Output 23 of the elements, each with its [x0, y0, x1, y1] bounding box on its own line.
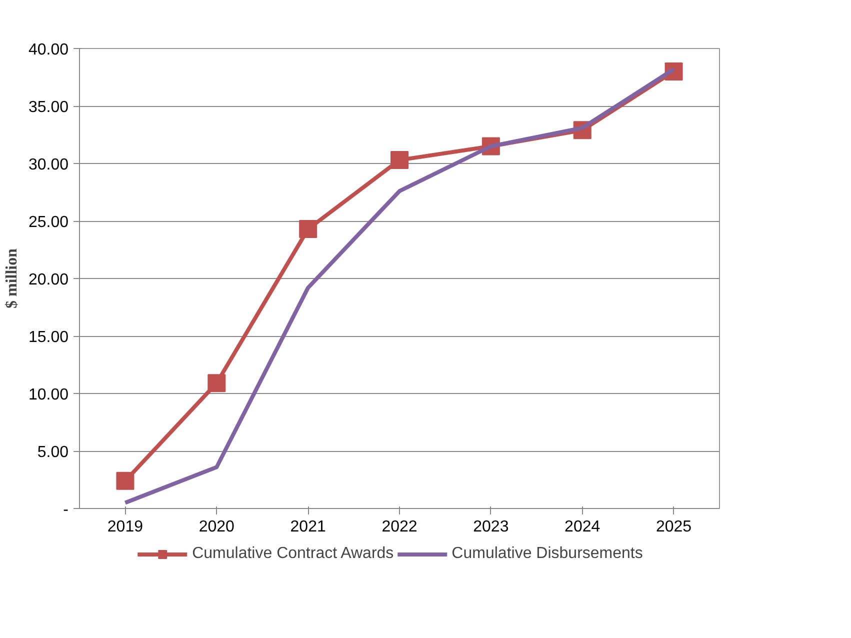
x-tick-label: 2021: [290, 518, 326, 536]
x-tick-label: 2024: [564, 518, 600, 536]
y-tick-label: 40.00: [28, 42, 69, 58]
y-tick-label: 20.00: [28, 272, 69, 288]
point: [390, 151, 408, 170]
y-axis-title: $ million: [3, 248, 20, 309]
point: [208, 374, 226, 392]
x-tick-label: 2025: [656, 518, 692, 536]
legend-label: Cumulative Disbursements: [452, 545, 643, 563]
x-tick-label: 2023: [473, 518, 509, 536]
y-tick-label: 15.00: [28, 329, 69, 346]
x-tick-label: 2022: [382, 518, 418, 536]
legend-label: Cumulative Contract Awards: [192, 545, 394, 563]
y-tick-label: -: [63, 502, 68, 518]
y-tick-label: 5.00: [37, 444, 69, 461]
x-tick-label: 2019: [107, 518, 144, 536]
point: [116, 472, 134, 490]
x-tick-label: 2020: [198, 518, 235, 536]
y-tick-label: 10.00: [28, 386, 69, 404]
point: [299, 220, 318, 238]
y-tick-label: 35.00: [28, 99, 69, 116]
y-tick-label: 30.00: [28, 156, 69, 174]
y-tick-label: 25.00: [28, 214, 69, 231]
